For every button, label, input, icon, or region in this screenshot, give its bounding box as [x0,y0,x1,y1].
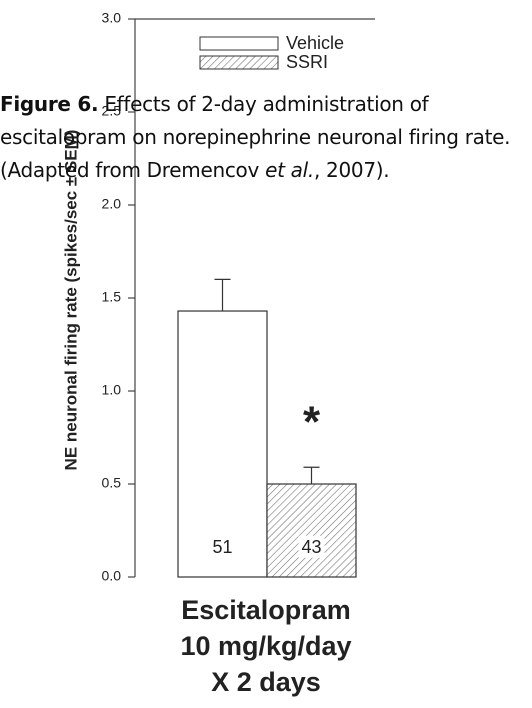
y-tick-label: 1.0 [102,382,122,398]
n-label: 43 [301,537,321,557]
legend-swatch [199,36,279,51]
caption-label: Figure 6. [0,92,99,116]
y-tick-label: 2.0 [102,196,122,212]
legend-label: SSRI [286,52,328,72]
caption-text: Effects of 2-day administration of escit… [0,92,511,182]
n-label-bg [298,535,325,558]
y-tick-label: 0.0 [102,568,122,584]
annotation: * [303,398,321,447]
caption: Figure 6. Effects of 2-day administratio… [0,88,532,187]
y-tick-label: 0.5 [102,475,122,491]
y-axis-label: NE neuronal firing rate (spikes/sec ± SE… [61,130,80,471]
bar [266,483,357,578]
x-axis-label: X 2 days [211,667,321,697]
n-label: 51 [212,537,232,557]
legend-swatch [199,55,279,70]
y-tick-label: 3.0 [102,10,122,26]
x-axis-label: Escitalopram [181,595,351,625]
x-axis-label: 10 mg/kg/day [180,631,351,661]
y-tick-label: 1.5 [102,289,122,305]
error-bar [303,466,320,484]
caption-italic: et al. [265,158,314,182]
legend-label: Vehicle [286,33,344,53]
error-bar [214,278,231,312]
y-tick-label: 2.5 [102,103,122,119]
caption-end: , 2007). [313,158,390,182]
